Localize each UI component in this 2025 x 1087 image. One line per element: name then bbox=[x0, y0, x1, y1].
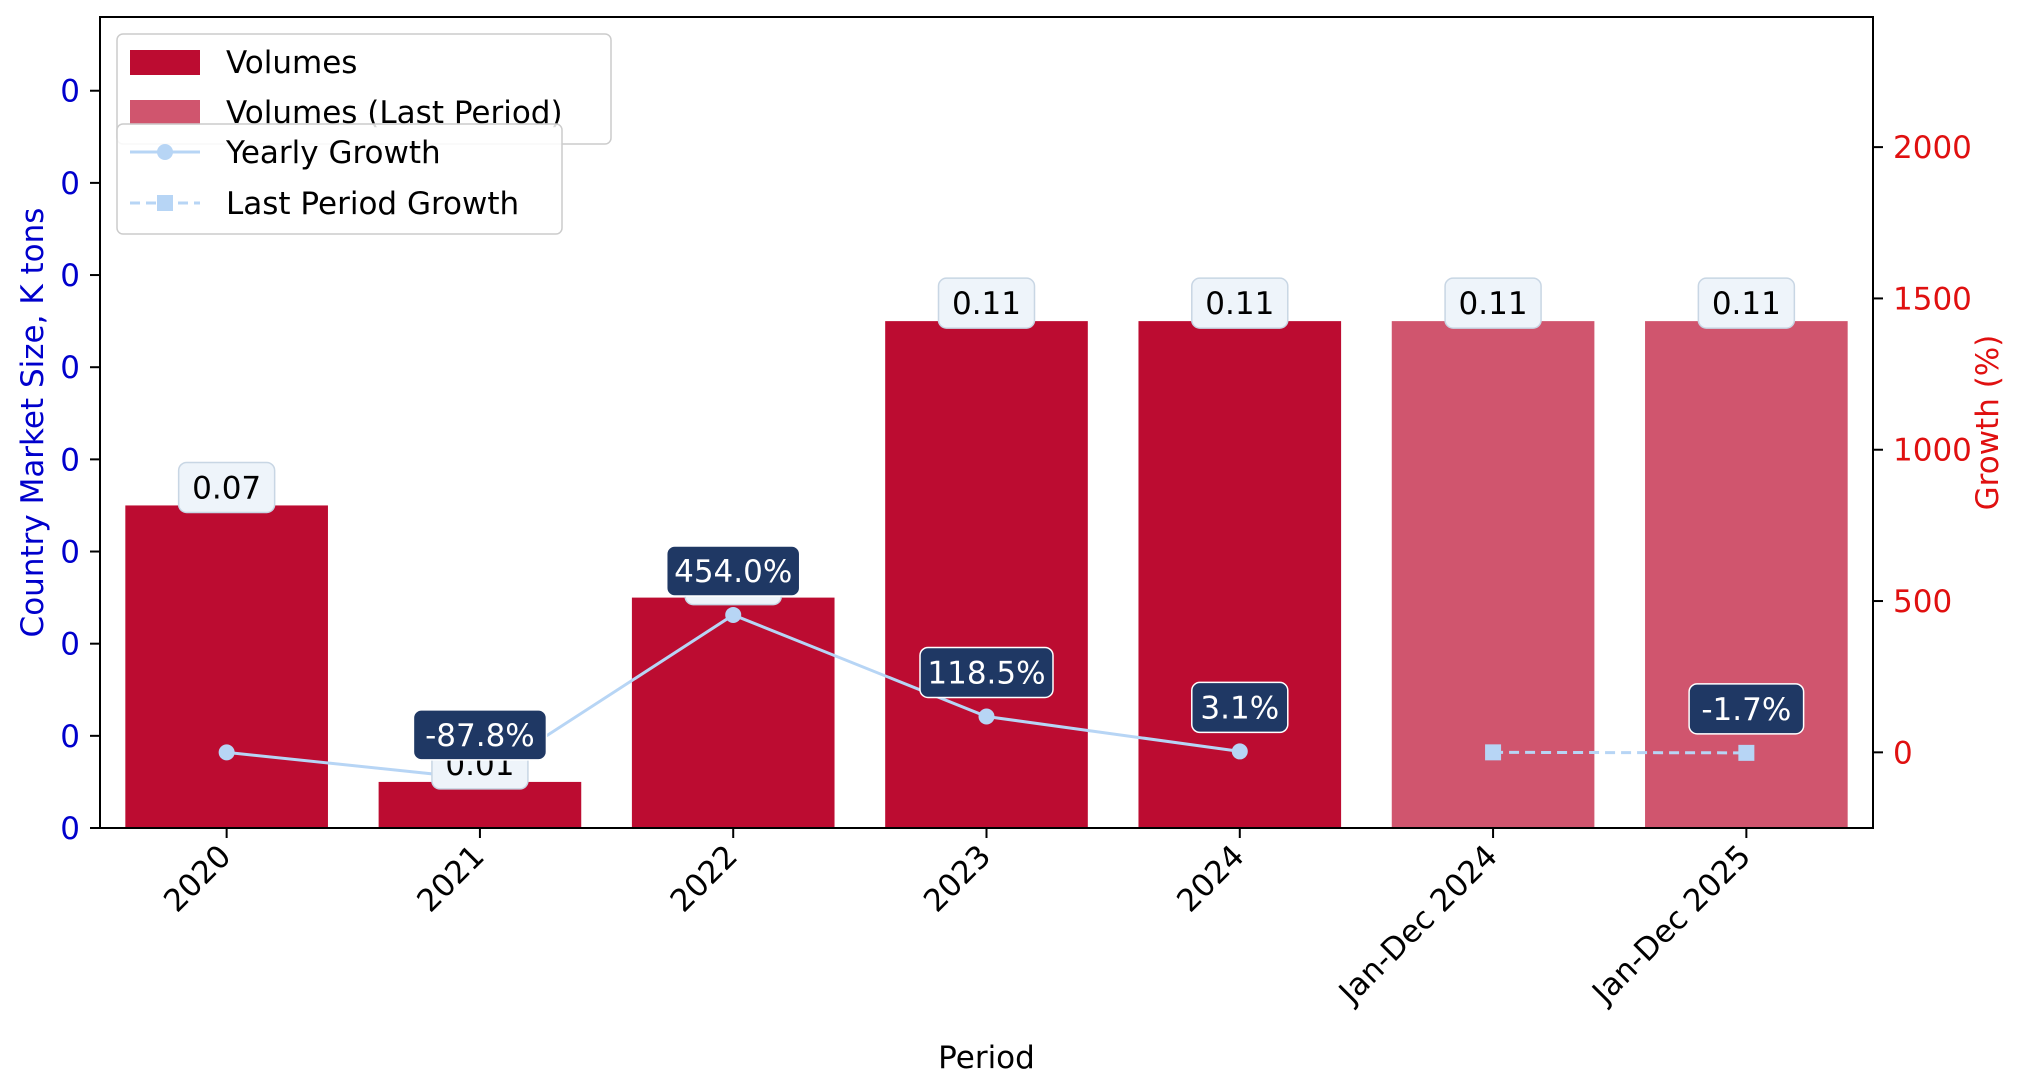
volume-bar bbox=[631, 597, 835, 828]
right-tick-label: 2000 bbox=[1893, 130, 1972, 166]
left-tick-label: 0 bbox=[60, 627, 80, 663]
left-tick-label: 0 bbox=[60, 811, 80, 847]
x-tick-label: 2024 bbox=[1170, 838, 1251, 919]
volume-bar bbox=[125, 505, 328, 828]
x-tick-label: 2023 bbox=[917, 838, 998, 919]
left-tick-label: 0 bbox=[60, 442, 80, 478]
legend-label-last-period-growth: Last Period Growth bbox=[226, 186, 519, 222]
legend-swatch-volumes-last-period bbox=[130, 100, 200, 125]
bar-value-label-text: 0.11 bbox=[952, 286, 1021, 322]
bar-value-label: 0.11 bbox=[937, 277, 1036, 329]
right-tick-label: 1000 bbox=[1893, 433, 1972, 469]
x-axis-title: Period bbox=[938, 1040, 1035, 1076]
growth-value-label: 454.0% bbox=[665, 545, 801, 597]
left-tick-label: 0 bbox=[60, 719, 80, 755]
bar-value-label-box bbox=[177, 461, 276, 514]
bar-value-label-text: 0.11 bbox=[1205, 286, 1274, 322]
bar-value-label-box bbox=[1191, 277, 1289, 329]
growth-value-label-text: -87.8% bbox=[425, 718, 535, 754]
growth-value-label-box bbox=[665, 545, 801, 597]
yearly-growth-point bbox=[978, 708, 995, 725]
last-period-growth-line bbox=[1493, 750, 1747, 755]
x-tick-label: Jan-Dec 2025 bbox=[1584, 838, 1758, 1012]
bar-value-label: 0.11 bbox=[1697, 277, 1796, 329]
bar-value-label-box bbox=[1697, 277, 1796, 329]
growth-value-label: -1.7% bbox=[1688, 683, 1805, 735]
last-period-growth-point bbox=[1485, 744, 1502, 761]
left-tick-label: 0 bbox=[60, 350, 80, 386]
yearly-growth-point bbox=[218, 744, 235, 761]
growth-value-label-box bbox=[1688, 683, 1805, 735]
growth-value-label-text: -1.7% bbox=[1701, 692, 1791, 728]
left-tick-label: 0 bbox=[60, 535, 80, 571]
growth-value-label-box bbox=[1191, 681, 1289, 734]
left-tick-label: 0 bbox=[60, 74, 80, 110]
last-period-growth-point bbox=[1738, 744, 1755, 761]
right-tick-label: 1500 bbox=[1893, 281, 1972, 317]
legend-label-volumes: Volumes bbox=[226, 45, 357, 81]
bar-value-label-text: 0.11 bbox=[1712, 286, 1781, 322]
bar-value-label-box bbox=[1444, 277, 1542, 329]
legend-growth-frame bbox=[116, 123, 563, 235]
growth-value-label: -87.8% bbox=[412, 709, 548, 761]
bar-value-label-text: 0.07 bbox=[192, 470, 261, 506]
volume-bar bbox=[885, 321, 1088, 828]
right-tick-label: 500 bbox=[1893, 584, 1952, 620]
legend-swatch-volumes bbox=[130, 50, 200, 75]
yearly-growth-point bbox=[1231, 743, 1248, 760]
legend-marker-yearly-growth bbox=[157, 144, 173, 160]
x-tick-label: 2021 bbox=[410, 838, 491, 919]
growth-value-label-box bbox=[412, 709, 548, 761]
growth-value-label: 118.5% bbox=[919, 646, 1054, 699]
bar-value-label: 0.07 bbox=[177, 461, 276, 514]
growth-value-label-text: 454.0% bbox=[674, 554, 792, 590]
bar-value-label-text: 0.11 bbox=[1459, 286, 1528, 322]
x-tick-label: Jan-Dec 2024 bbox=[1331, 838, 1505, 1012]
right-axis-title: Growth (%) bbox=[1970, 335, 2006, 511]
left-tick-label: 0 bbox=[60, 258, 80, 294]
volume-last-period-bar bbox=[1391, 321, 1595, 828]
bar-value-label-box bbox=[937, 277, 1036, 329]
volume-last-period-bar bbox=[1645, 321, 1848, 828]
data-labels-layer: 0.070.010.050.110.110.110.11-87.8%454.0%… bbox=[177, 277, 1805, 790]
growth-value-label-text: 118.5% bbox=[927, 655, 1045, 691]
yearly-growth-point bbox=[725, 606, 742, 623]
growth-value-label-box bbox=[919, 646, 1054, 699]
bar-value-label: 0.11 bbox=[1444, 277, 1542, 329]
legend-label-yearly-growth: Yearly Growth bbox=[225, 135, 441, 171]
growth-value-label-text: 3.1% bbox=[1200, 690, 1279, 726]
left-tick-label: 0 bbox=[60, 166, 80, 202]
left-axis-title: Country Market Size, K tons bbox=[15, 208, 51, 638]
x-tick-label: 2020 bbox=[157, 838, 238, 919]
legend-growth: Yearly Growth Last Period Growth bbox=[116, 123, 563, 235]
growth-value-label: 3.1% bbox=[1191, 681, 1289, 734]
right-tick-label: 0 bbox=[1893, 735, 1913, 771]
legend-marker-last-period-growth bbox=[157, 195, 173, 211]
x-tick-label: 2022 bbox=[664, 838, 745, 919]
bar-value-label: 0.11 bbox=[1191, 277, 1289, 329]
